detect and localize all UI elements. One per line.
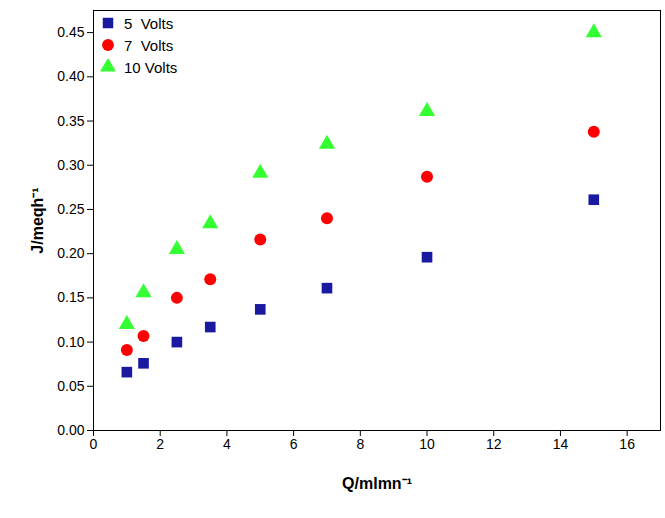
svg-text:14: 14 xyxy=(553,436,569,452)
svg-text:0.05: 0.05 xyxy=(57,378,84,394)
svg-text:0.15: 0.15 xyxy=(57,289,84,305)
svg-text:10: 10 xyxy=(419,436,435,452)
svg-text:0.20: 0.20 xyxy=(57,245,84,261)
svg-text:Q/mlmn⁻¹: Q/mlmn⁻¹ xyxy=(342,475,412,492)
svg-text:0.30: 0.30 xyxy=(57,157,84,173)
svg-text:2: 2 xyxy=(156,436,164,452)
svg-text:4: 4 xyxy=(223,436,231,452)
svg-text:0.40: 0.40 xyxy=(57,68,84,84)
svg-text:J/meqh⁻¹: J/meqh⁻¹ xyxy=(29,187,46,253)
html-text:5 Volts: 5 Volts xyxy=(124,14,174,32)
svg-text:6: 6 xyxy=(290,436,298,452)
svg-text:16: 16 xyxy=(619,436,635,452)
svg-text:0.45: 0.45 xyxy=(57,24,84,40)
svg-text:8: 8 xyxy=(356,436,364,452)
html-text:10 Volts: 10 Volts xyxy=(124,58,178,76)
html-text:7 Volts: 7 Volts xyxy=(124,36,174,54)
svg-text:0.10: 0.10 xyxy=(57,334,84,350)
svg-text:0.35: 0.35 xyxy=(57,113,84,129)
svg-text:12: 12 xyxy=(486,436,502,452)
svg-text:0.00: 0.00 xyxy=(57,422,84,438)
svg-text:0: 0 xyxy=(90,436,98,452)
svg-text:0.25: 0.25 xyxy=(57,201,84,217)
